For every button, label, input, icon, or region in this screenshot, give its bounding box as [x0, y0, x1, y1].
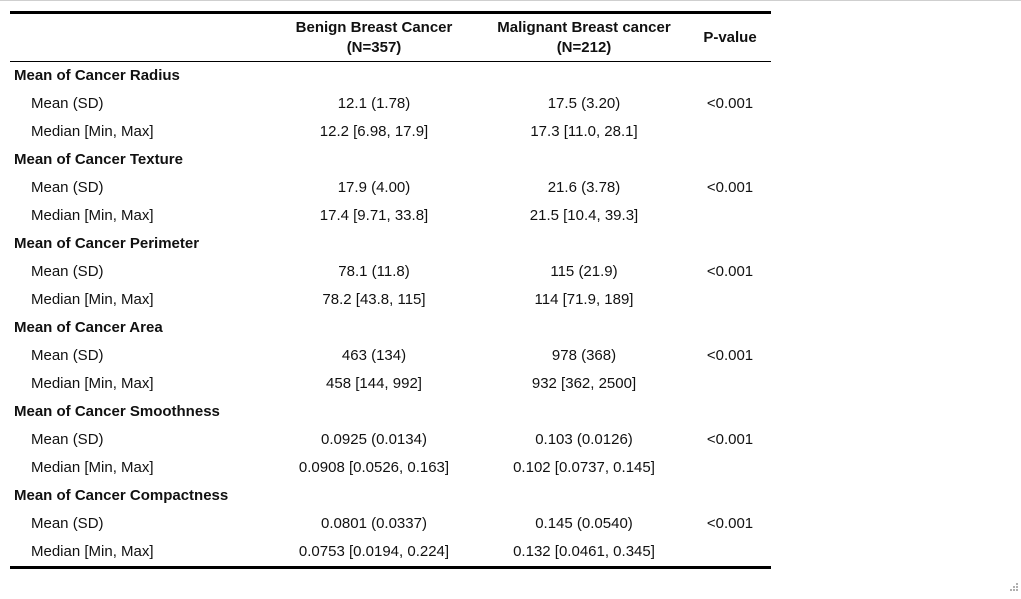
table-row: Median [Min, Max] 0.0753 [0.0194, 0.224]… [10, 538, 771, 569]
stat-label: Median [Min, Max] [31, 123, 154, 140]
benign-value: 78.1 (11.8) [338, 263, 410, 280]
table-row: Mean (SD) 463 (134) 978 (368) <0.001 [10, 342, 771, 370]
header-malignant-title: Malignant Breast cancer [497, 18, 671, 36]
p-value: <0.001 [706, 515, 754, 532]
malignant-value: 932 [362, 2500] [531, 375, 637, 392]
table-header: Benign Breast Cancer (N=357) Malignant B… [10, 11, 771, 62]
p-value [689, 370, 771, 398]
header-pvalue-column: P-value [689, 11, 771, 62]
group-row-radius: Mean of Cancer Radius [10, 62, 771, 91]
header-row: Benign Breast Cancer (N=357) Malignant B… [10, 11, 771, 62]
malignant-value: 0.132 [0.0461, 0.345] [479, 538, 689, 569]
table-row: Mean (SD) 0.0925 (0.0134) 0.103 (0.0126)… [10, 426, 771, 454]
group-title: Mean of Cancer Texture [14, 151, 183, 168]
malignant-value: 115 (21.9) [550, 263, 618, 280]
p-value [689, 538, 771, 569]
group-title: Mean of Cancer Area [14, 319, 163, 336]
benign-value: 0.0753 [0.0194, 0.224] [269, 538, 479, 569]
table-row: Median [Min, Max] 458 [144, 992] 932 [36… [10, 370, 771, 398]
malignant-value: 17.5 (3.20) [547, 95, 621, 112]
header-malignant-column: Malignant Breast cancer (N=212) [479, 11, 689, 62]
malignant-value: 17.3 [11.0, 28.1] [530, 123, 638, 140]
table-container: Benign Breast Cancer (N=357) Malignant B… [10, 11, 771, 569]
group-row-area: Mean of Cancer Area [10, 314, 771, 342]
stat-label: Median [Min, Max] [31, 207, 154, 224]
malignant-value: 978 (368) [551, 347, 617, 364]
group-title: Mean of Cancer Compactness [14, 487, 229, 504]
benign-value: 0.0908 [0.0526, 0.163] [298, 459, 450, 476]
malignant-value: 0.103 (0.0126) [535, 431, 633, 448]
benign-value: 0.0925 (0.0134) [321, 431, 427, 448]
resize-grip-icon[interactable] [1005, 580, 1019, 594]
window-top-border [0, 0, 1021, 1]
header-benign-title: Benign Breast Cancer [295, 18, 453, 36]
table-row: Mean (SD) 12.1 (1.78) 17.5 (3.20) <0.001 [10, 90, 771, 118]
benign-value: 0.0801 (0.0337) [321, 515, 427, 532]
table-row: Median [Min, Max] 17.4 [9.71, 33.8] 21.5… [10, 202, 771, 230]
malignant-value: 21.6 (3.78) [547, 179, 621, 196]
p-value: <0.001 [706, 95, 754, 112]
stat-label: Median [Min, Max] [31, 459, 154, 476]
stat-label: Median [Min, Max] [31, 291, 154, 308]
table-row: Median [Min, Max] 0.0908 [0.0526, 0.163]… [10, 454, 771, 482]
benign-value: 17.9 (4.00) [337, 179, 411, 196]
header-benign-column: Benign Breast Cancer (N=357) [269, 11, 479, 62]
p-value [689, 202, 771, 230]
benign-value: 17.4 [9.71, 33.8] [319, 207, 429, 224]
table-row: Mean (SD) 0.0801 (0.0337) 0.145 (0.0540)… [10, 510, 771, 538]
stat-label: Mean (SD) [31, 179, 104, 196]
stat-label: Mean (SD) [31, 431, 104, 448]
group-title: Mean of Cancer Radius [14, 67, 180, 84]
malignant-value: 0.145 (0.0540) [535, 515, 633, 532]
group-row-texture: Mean of Cancer Texture [10, 146, 771, 174]
header-malignant-count: (N=212) [556, 38, 612, 56]
group-title: Mean of Cancer Smoothness [14, 403, 220, 420]
stat-label: Mean (SD) [31, 95, 104, 112]
group-title: Mean of Cancer Perimeter [14, 235, 200, 252]
stat-label: Mean (SD) [31, 515, 104, 532]
table-row: Median [Min, Max] 78.2 [43.8, 115] 114 [… [10, 286, 771, 314]
table-body: Mean of Cancer Radius Mean (SD) 12.1 (1.… [10, 62, 771, 569]
p-value [689, 118, 771, 146]
malignant-value: 114 [71.9, 189] [534, 291, 634, 308]
benign-value: 12.2 [6.98, 17.9] [319, 123, 429, 140]
group-row-smoothness: Mean of Cancer Smoothness [10, 398, 771, 426]
benign-value: 458 [144, 992] [326, 375, 422, 392]
group-row-perimeter: Mean of Cancer Perimeter [10, 230, 771, 258]
p-value: <0.001 [706, 347, 754, 364]
p-value: <0.001 [706, 431, 754, 448]
resize-grip-glyph [1010, 583, 1018, 591]
table-row: Median [Min, Max] 12.2 [6.98, 17.9] 17.3… [10, 118, 771, 146]
table-row: Mean (SD) 78.1 (11.8) 115 (21.9) <0.001 [10, 258, 771, 286]
header-benign-count: (N=357) [346, 38, 402, 56]
p-value [689, 286, 771, 314]
benign-value: 78.2 [43.8, 115] [322, 291, 426, 308]
p-value: <0.001 [706, 263, 754, 280]
malignant-value: 21.5 [10.4, 39.3] [529, 207, 639, 224]
stat-label: Median [Min, Max] [31, 375, 154, 392]
stat-label: Median [Min, Max] [10, 538, 269, 569]
p-value: <0.001 [706, 179, 754, 196]
summary-table: Benign Breast Cancer (N=357) Malignant B… [10, 11, 771, 569]
p-value [689, 454, 771, 482]
stat-label: Mean (SD) [31, 263, 104, 280]
header-label-column [10, 11, 269, 62]
table-row: Mean (SD) 17.9 (4.00) 21.6 (3.78) <0.001 [10, 174, 771, 202]
malignant-value: 0.102 [0.0737, 0.145] [513, 459, 655, 476]
stat-label: Mean (SD) [31, 347, 104, 364]
benign-value: 12.1 (1.78) [337, 95, 411, 112]
benign-value: 463 (134) [341, 347, 407, 364]
group-row-compactness: Mean of Cancer Compactness [10, 482, 771, 510]
